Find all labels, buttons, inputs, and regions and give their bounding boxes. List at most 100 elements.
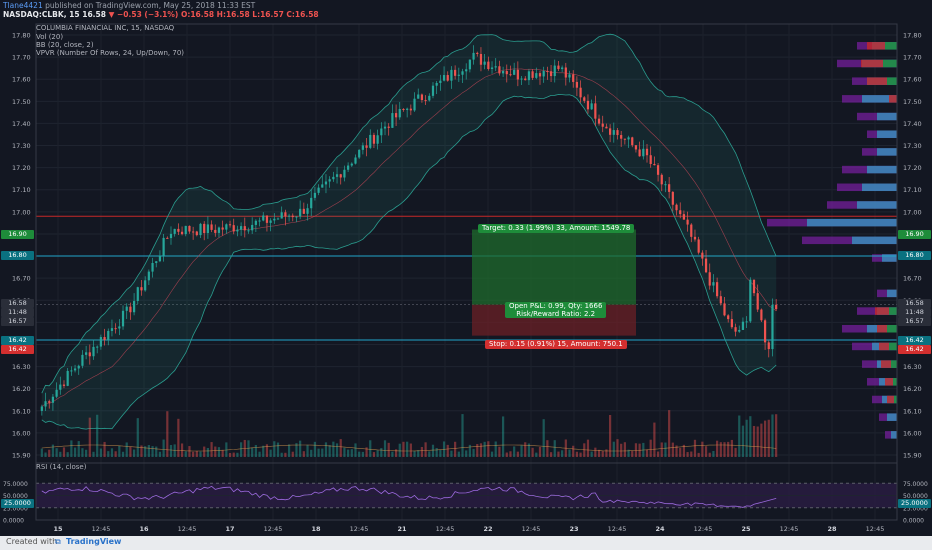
volume-bar: [140, 445, 143, 457]
volume-bar: [59, 451, 62, 457]
price-tick-right: 17.70: [903, 54, 922, 62]
target-label[interactable]: Target: 0.33 (1.99%) 33, Amount: 1549.78: [478, 224, 635, 233]
volume-bar: [147, 445, 150, 457]
volume-bar: [656, 451, 660, 457]
candle-body: [472, 52, 475, 60]
vpvr-row-down: [885, 378, 893, 386]
candle-body: [538, 73, 542, 77]
bb-fill: [41, 34, 777, 430]
candle-body: [442, 75, 446, 81]
volume-bar: [756, 426, 759, 457]
candle-body: [631, 137, 634, 146]
volume-bar: [402, 441, 405, 457]
legend-vpvr[interactable]: VPVR (Number Of Rows, 24, Up/Down, 70): [36, 49, 185, 57]
rsi-tick-left: 75.0000: [3, 481, 28, 488]
legend-vol[interactable]: Vol (20): [36, 33, 64, 41]
candle-body: [675, 204, 678, 211]
rsi-pane: [36, 482, 897, 521]
candle-body: [734, 327, 737, 332]
volume-bar: [727, 441, 730, 457]
vpvr-row-green: [893, 378, 897, 386]
rsi-right-label: 25.0000: [898, 499, 931, 508]
legend-bb[interactable]: BB (20, close, 2): [36, 41, 94, 49]
volume-bar: [465, 450, 468, 457]
candle-body: [302, 208, 305, 214]
volume-bar: [118, 445, 121, 457]
candle-body: [155, 261, 158, 264]
rsi-tick-left: 0.0000: [3, 518, 24, 525]
volume-bar: [129, 446, 132, 457]
candle-body: [40, 406, 43, 411]
vpvr-row-down: [877, 325, 887, 333]
volume-bar: [343, 447, 346, 457]
candle-body: [114, 328, 117, 330]
candle-body: [693, 236, 697, 240]
vpvr-row: [802, 236, 897, 245]
symbol[interactable]: NASDAQ:CLBK, 15: [3, 10, 80, 19]
volume-bar: [716, 440, 719, 457]
stop-label[interactable]: Stop: 0.15 (0.91%) 15, Amount: 750.1: [485, 340, 627, 349]
left-label-last: 16.58: [1, 299, 34, 308]
publisher-link[interactable]: Tlane4421: [3, 1, 43, 10]
trade-zones: [36, 215, 897, 341]
candle-body: [317, 187, 320, 193]
candle-body: [490, 67, 494, 70]
volume-bar: [476, 444, 479, 457]
time-tick: 22: [483, 525, 492, 533]
volume-bar: [280, 452, 283, 457]
price-tick-right: 16.70: [903, 275, 922, 283]
vpvr-row-green: [894, 395, 897, 404]
volume-bar: [158, 451, 162, 457]
candle-body: [394, 113, 398, 118]
legend-title: COLUMBIA FINANCIAL INC, 15, NASDAQ: [36, 24, 175, 32]
candle-body: [664, 184, 667, 186]
candle-body: [310, 197, 313, 209]
volume-bar: [236, 452, 239, 457]
volume-bar: [771, 414, 774, 457]
candle-body: [767, 342, 770, 350]
tradingview-link[interactable]: TradingView: [66, 537, 122, 546]
price-tick-left: 16.70: [12, 275, 31, 283]
volume-bar: [369, 440, 372, 457]
candle-body: [55, 389, 58, 397]
candle-body: [586, 100, 590, 110]
candle-body: [546, 70, 549, 72]
vpvr-row-down: [875, 307, 889, 315]
candle-body: [660, 174, 663, 185]
candle-body: [173, 228, 176, 234]
volume-bar: [586, 439, 590, 457]
volume-bar: [616, 439, 619, 457]
candle-body: [649, 155, 652, 164]
candle-body: [48, 401, 51, 403]
candle-body: [616, 130, 619, 136]
pnl-label[interactable]: Open P&L: 0.99, Qty: 1666 Risk/Reward Ra…: [505, 302, 607, 318]
volume-bar: [180, 443, 184, 457]
volume-bar: [664, 442, 667, 457]
volume-bar: [62, 447, 66, 457]
volume-bar: [239, 442, 243, 457]
candle-body: [73, 368, 77, 371]
tradingview-logo-icon[interactable]: ⧉: [55, 537, 61, 546]
volume-bar: [439, 449, 442, 457]
time-tick: 12:45: [866, 525, 885, 533]
candle-body: [184, 225, 187, 235]
volume-bar: [269, 449, 272, 457]
legend-rsi[interactable]: RSI (14, close): [36, 463, 87, 471]
volume-ma: [41, 444, 777, 452]
volume-bar: [461, 414, 464, 457]
candle-body: [612, 130, 615, 135]
candle-body: [501, 71, 505, 74]
down-arrow-icon: ▼: [108, 10, 115, 19]
time-tick: 18: [311, 525, 321, 533]
candle-body: [420, 94, 424, 101]
volume-bar: [542, 419, 545, 457]
candle-body: [605, 126, 608, 129]
volume-bar: [166, 411, 169, 457]
volume-bar: [310, 449, 313, 457]
volume-bar: [612, 441, 615, 457]
volume-bar: [258, 451, 261, 457]
candle-body: [428, 95, 431, 101]
candle-body: [679, 210, 682, 215]
candle-body: [365, 145, 368, 148]
